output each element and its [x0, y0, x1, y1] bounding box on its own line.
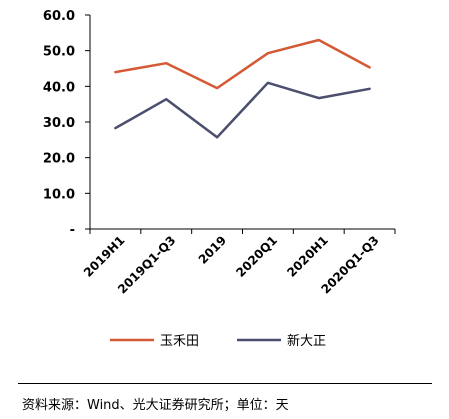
y-tick-label: 40.0 — [43, 80, 75, 95]
x-tick-label: 2019H1 — [81, 233, 128, 280]
series-line-2 — [114, 81, 371, 139]
x-tick-label: 2019 — [196, 233, 230, 267]
legend-label-2: 新大正 — [287, 333, 326, 349]
y-tick-label: 10.0 — [43, 187, 75, 202]
legend-label-1: 玉禾田 — [160, 334, 199, 349]
y-tick-label: 50.0 — [43, 45, 75, 60]
y-tick-label: - — [70, 223, 75, 238]
legend: 玉禾田 新大正 — [110, 333, 326, 349]
series-line-1 — [114, 38, 371, 90]
series-lines — [114, 38, 371, 139]
source-divider — [18, 383, 432, 384]
y-tick-label: 30.0 — [43, 116, 75, 131]
y-axis: - 10.0 20.0 30.0 40.0 50.0 60.0 — [43, 9, 91, 238]
y-tick-label: 20.0 — [43, 152, 75, 167]
x-tick-label: 2020Q1 — [233, 233, 280, 280]
line-chart: -10.020.030.040.050.060.0 2019H12019Q1-Q… — [43, 9, 396, 349]
source-note: 资料来源：Wind、光大证券研究所；单位：天 — [22, 398, 289, 413]
x-tick-label: 2020H1 — [284, 233, 331, 280]
y-tick-label: 60.0 — [43, 9, 75, 24]
